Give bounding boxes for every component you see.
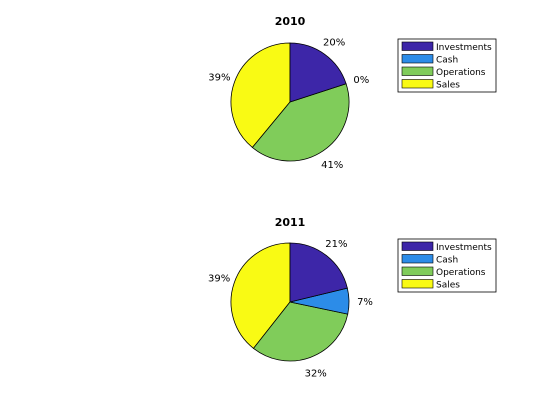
legend-label-sales: Sales bbox=[436, 281, 460, 291]
pie-slice-investments bbox=[289, 242, 348, 303]
legend-label-investments: Investments bbox=[436, 43, 492, 53]
slice-label-investments: 21% bbox=[325, 239, 347, 250]
slice-label-cash: 0% bbox=[353, 75, 369, 86]
legend-label-cash: Cash bbox=[436, 256, 458, 266]
legend-swatch-cash bbox=[401, 54, 434, 64]
slice-label-investments: 20% bbox=[323, 37, 345, 48]
pie-chart-2011: 2011 39% 32% 7% 21% Investments Cash Operation… bbox=[208, 216, 497, 380]
legend-swatch-sales bbox=[401, 79, 434, 89]
slice-label-sales: 39% bbox=[208, 274, 230, 285]
legend-swatch-investments bbox=[401, 41, 434, 51]
legend-label-sales: Sales bbox=[436, 81, 460, 91]
slice-label-sales: 39% bbox=[208, 73, 230, 84]
slice-label-operations: 32% bbox=[305, 369, 327, 380]
pie-slice-investments bbox=[289, 42, 347, 103]
legend-swatch-investments bbox=[401, 241, 434, 251]
slice-label-operations: 41% bbox=[321, 160, 343, 171]
legend-label-operations: Operations bbox=[436, 68, 486, 78]
legend-label-investments: Investments bbox=[436, 243, 492, 253]
legend-label-operations: Operations bbox=[436, 268, 486, 278]
pie-slice-operations bbox=[252, 301, 349, 362]
pie-slice-sales bbox=[230, 42, 291, 149]
legend-swatch-operations bbox=[401, 66, 434, 76]
pie-chart-2010: 2010 39% 41% 0% 20% Investments Cash Operation… bbox=[208, 15, 497, 171]
slice-label-cash: 7% bbox=[357, 297, 373, 308]
pie-slice-sales bbox=[230, 242, 291, 349]
legend-swatch-sales bbox=[401, 279, 434, 289]
chart-title: 2010 bbox=[275, 15, 306, 28]
pie-slice-operations bbox=[251, 83, 350, 162]
legend-label-cash: Cash bbox=[436, 56, 458, 66]
legend-swatch-operations bbox=[401, 266, 434, 276]
legend-swatch-cash bbox=[401, 254, 434, 264]
chart-title: 2011 bbox=[275, 216, 306, 229]
